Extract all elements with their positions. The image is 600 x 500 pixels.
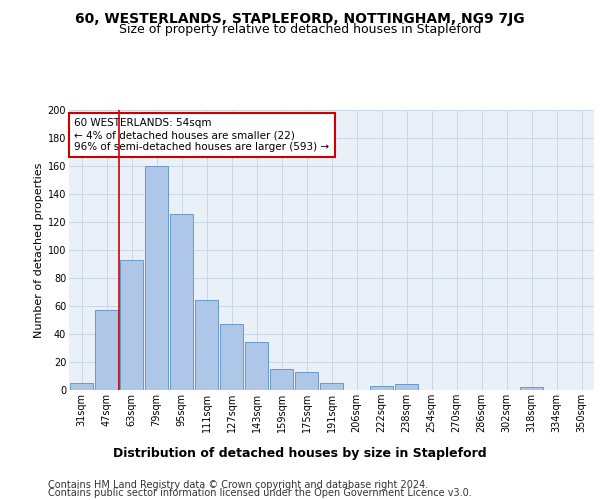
- Bar: [220, 324, 243, 390]
- Bar: [295, 372, 318, 390]
- Text: Contains public sector information licensed under the Open Government Licence v3: Contains public sector information licen…: [48, 488, 472, 498]
- Bar: [270, 369, 293, 390]
- Bar: [95, 310, 118, 390]
- Bar: [70, 383, 93, 390]
- Bar: [170, 214, 193, 390]
- Text: Size of property relative to detached houses in Stapleford: Size of property relative to detached ho…: [119, 22, 481, 36]
- Text: 60, WESTERLANDS, STAPLEFORD, NOTTINGHAM, NG9 7JG: 60, WESTERLANDS, STAPLEFORD, NOTTINGHAM,…: [75, 12, 525, 26]
- Bar: [370, 386, 393, 390]
- Text: 60 WESTERLANDS: 54sqm
← 4% of detached houses are smaller (22)
96% of semi-detac: 60 WESTERLANDS: 54sqm ← 4% of detached h…: [74, 118, 329, 152]
- Text: Contains HM Land Registry data © Crown copyright and database right 2024.: Contains HM Land Registry data © Crown c…: [48, 480, 428, 490]
- Bar: [520, 387, 543, 390]
- Bar: [120, 260, 143, 390]
- Text: Distribution of detached houses by size in Stapleford: Distribution of detached houses by size …: [113, 448, 487, 460]
- Bar: [195, 300, 218, 390]
- Bar: [245, 342, 268, 390]
- Bar: [145, 166, 168, 390]
- Y-axis label: Number of detached properties: Number of detached properties: [34, 162, 44, 338]
- Bar: [320, 383, 343, 390]
- Bar: [395, 384, 418, 390]
